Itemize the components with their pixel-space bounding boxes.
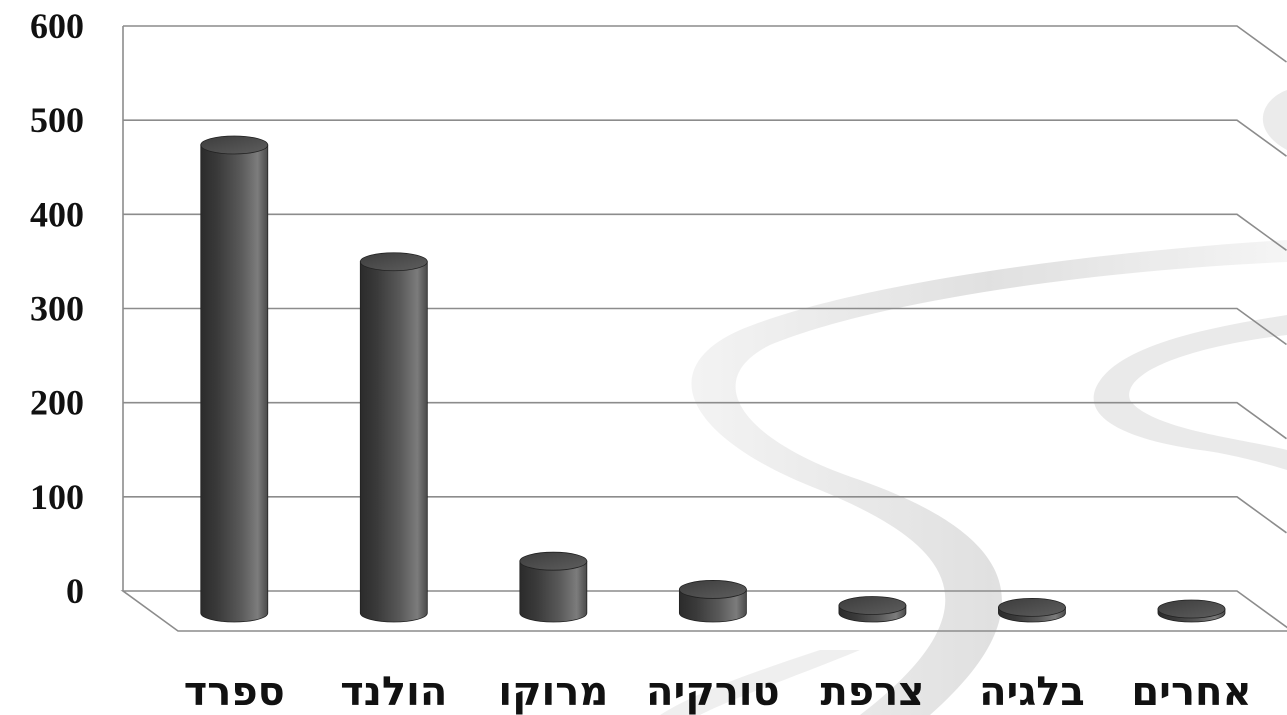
x-tick-label: אחרים xyxy=(1131,669,1251,715)
y-tick-label: 0 xyxy=(66,571,84,611)
x-tick-label: בלגיה xyxy=(979,669,1085,715)
bar xyxy=(678,580,747,623)
bar xyxy=(200,135,269,623)
grid-line xyxy=(123,25,1287,63)
chart-floor xyxy=(120,590,1287,632)
chart-walls xyxy=(120,26,1287,632)
grid-line xyxy=(123,213,1287,251)
bar xyxy=(998,597,1066,623)
y-tick-label: 100 xyxy=(30,477,84,517)
background-swirls xyxy=(660,90,1287,715)
bar-top xyxy=(838,596,907,615)
bar xyxy=(838,596,907,623)
bar xyxy=(1157,599,1226,623)
bar-top xyxy=(678,580,747,599)
y-axis-ticks: 0 100 200 300 400 500 600 xyxy=(30,6,84,611)
y-tick-label: 300 xyxy=(30,289,84,329)
y-tick-label: 600 xyxy=(30,6,84,46)
bar xyxy=(359,252,428,623)
bar-top xyxy=(1157,599,1226,619)
grid-line xyxy=(123,401,1287,440)
bar-top xyxy=(998,597,1066,617)
bar-body xyxy=(359,261,428,623)
bar-body xyxy=(519,560,588,623)
grid-lines xyxy=(123,25,1287,534)
bar-top xyxy=(519,551,588,571)
grid-line xyxy=(123,119,1287,157)
y-tick-label: 500 xyxy=(30,100,84,140)
grid-line xyxy=(123,307,1287,346)
y-tick-label: 400 xyxy=(30,194,84,234)
x-tick-label: מרוקו xyxy=(498,669,608,715)
plot-area: 0 100 200 300 400 500 600 ספרד הולנד מרוקו טורקיה… xyxy=(30,6,1287,715)
bar-top xyxy=(359,252,428,272)
x-tick-label: טורקיה xyxy=(646,669,780,715)
x-axis-labels: ספרד הולנד מרוקו טורקיה צרפת בלגיה אחרים xyxy=(184,669,1252,715)
x-tick-label: ספרד xyxy=(184,669,285,715)
x-tick-label: הולנד xyxy=(340,669,447,715)
bars xyxy=(200,135,1226,623)
x-tick-label: צרפת xyxy=(820,669,924,715)
bar xyxy=(519,551,588,623)
bar-top xyxy=(200,135,269,155)
y-tick-label: 200 xyxy=(30,383,84,423)
bar-body xyxy=(200,144,269,623)
grid-line xyxy=(123,496,1287,534)
